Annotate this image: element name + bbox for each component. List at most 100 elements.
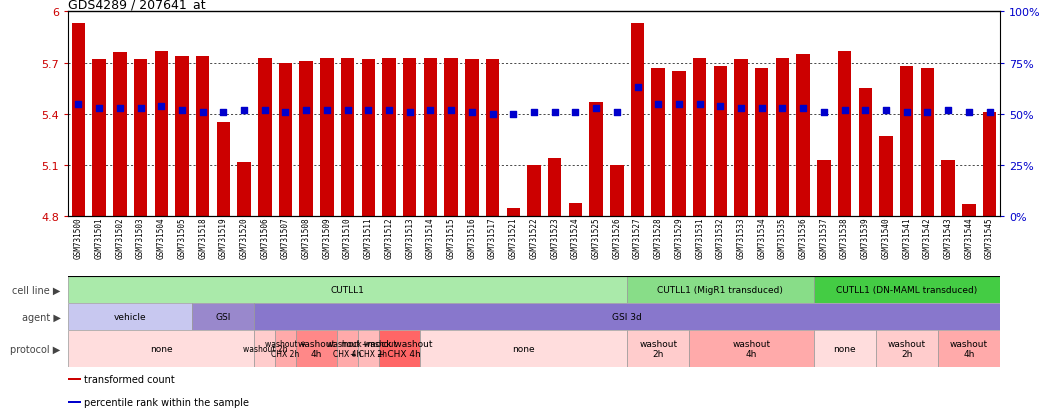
Text: none: none [512, 344, 535, 354]
Bar [814, 330, 875, 368]
Bar [358, 330, 379, 368]
Bar [714, 67, 727, 217]
Bar [627, 277, 814, 304]
Point [464, 109, 481, 116]
Text: GSM731539: GSM731539 [861, 217, 870, 259]
Point [940, 107, 957, 114]
Text: CUTLL1 (MigR1 transduced): CUTLL1 (MigR1 transduced) [658, 286, 783, 294]
Bar [983, 113, 997, 217]
Point [587, 105, 604, 112]
Point [318, 107, 335, 114]
Text: GSM731523: GSM731523 [550, 217, 559, 259]
Text: GSM731526: GSM731526 [612, 217, 621, 259]
Bar [113, 53, 127, 217]
Bar [299, 62, 313, 217]
Text: GSM731503: GSM731503 [136, 217, 146, 259]
Bar [382, 58, 396, 217]
Text: GSM731534: GSM731534 [757, 217, 766, 259]
Bar [817, 161, 830, 217]
Point [381, 107, 398, 114]
Point [547, 109, 563, 116]
Bar [938, 330, 1000, 368]
Text: GSM731509: GSM731509 [322, 217, 332, 259]
Text: GSI 3d: GSI 3d [612, 313, 642, 321]
Point [70, 101, 87, 108]
Text: mock washout
+ CHX 2h: mock washout + CHX 2h [340, 339, 396, 358]
Bar [859, 89, 872, 217]
Bar [238, 162, 251, 217]
Point [360, 107, 377, 114]
Point [443, 107, 460, 114]
Text: GSM731522: GSM731522 [530, 217, 538, 259]
Text: GSM731500: GSM731500 [74, 217, 83, 259]
Bar [734, 60, 748, 217]
Point [837, 107, 853, 114]
Text: GSM731529: GSM731529 [674, 217, 684, 259]
Point [733, 105, 750, 112]
Text: agent ▶: agent ▶ [22, 312, 61, 322]
Text: GSM731515: GSM731515 [447, 217, 455, 259]
Point [526, 109, 542, 116]
Bar [776, 58, 789, 217]
Point [195, 109, 211, 116]
Text: GSM731512: GSM731512 [384, 217, 394, 259]
Text: transformed count: transformed count [84, 374, 175, 384]
Text: vehicle: vehicle [114, 313, 147, 321]
Text: washout +
CHX 4h: washout + CHX 4h [327, 339, 369, 358]
Point [567, 109, 584, 116]
Point [816, 109, 832, 116]
Bar [589, 103, 603, 217]
Bar [797, 55, 810, 217]
Text: GSM731525: GSM731525 [592, 217, 601, 259]
Text: mock washout
+ CHX 4h: mock washout + CHX 4h [366, 339, 432, 358]
Text: washout
2h: washout 2h [888, 339, 926, 358]
Point [153, 103, 170, 110]
Text: washout
4h: washout 4h [950, 339, 988, 358]
Text: GSM731510: GSM731510 [343, 217, 352, 259]
Text: GSM731537: GSM731537 [820, 217, 828, 259]
Bar [68, 330, 254, 368]
Bar [279, 64, 292, 217]
Text: GSM731520: GSM731520 [240, 217, 248, 259]
Bar [175, 57, 188, 217]
Point [257, 107, 273, 114]
Text: cell line ▶: cell line ▶ [13, 285, 61, 295]
Text: GSM731544: GSM731544 [964, 217, 974, 259]
Point [111, 105, 128, 112]
Text: GSI: GSI [216, 313, 231, 321]
Text: GSM731532: GSM731532 [716, 217, 725, 259]
Point [691, 101, 708, 108]
Bar [71, 24, 85, 217]
Text: GSM731502: GSM731502 [115, 217, 125, 259]
Bar [672, 72, 686, 217]
Point [981, 109, 998, 116]
Text: GSM731507: GSM731507 [281, 217, 290, 259]
Text: washout +
CHX 2h: washout + CHX 2h [265, 339, 306, 358]
Bar [275, 330, 296, 368]
Text: washout 2h: washout 2h [243, 344, 287, 354]
Point [795, 105, 811, 112]
Bar [630, 24, 644, 217]
Bar [465, 60, 478, 217]
Bar [627, 330, 689, 368]
Bar [68, 304, 193, 330]
Bar [68, 401, 81, 403]
Bar [337, 330, 358, 368]
Text: GSM731513: GSM731513 [405, 217, 415, 259]
Bar [254, 304, 1000, 330]
Text: GSM731540: GSM731540 [882, 217, 891, 259]
Text: none: none [833, 344, 855, 354]
Bar [68, 277, 627, 304]
Bar [755, 69, 768, 217]
Point [919, 109, 936, 116]
Text: GSM731516: GSM731516 [467, 217, 476, 259]
Text: GSM731506: GSM731506 [261, 217, 269, 259]
Text: GSM731517: GSM731517 [488, 217, 497, 259]
Bar [403, 58, 417, 217]
Bar [155, 52, 168, 217]
Bar [875, 330, 938, 368]
Point [277, 109, 294, 116]
Text: GSM731533: GSM731533 [736, 217, 745, 259]
Text: GSM731542: GSM731542 [922, 217, 932, 259]
Point [774, 105, 790, 112]
